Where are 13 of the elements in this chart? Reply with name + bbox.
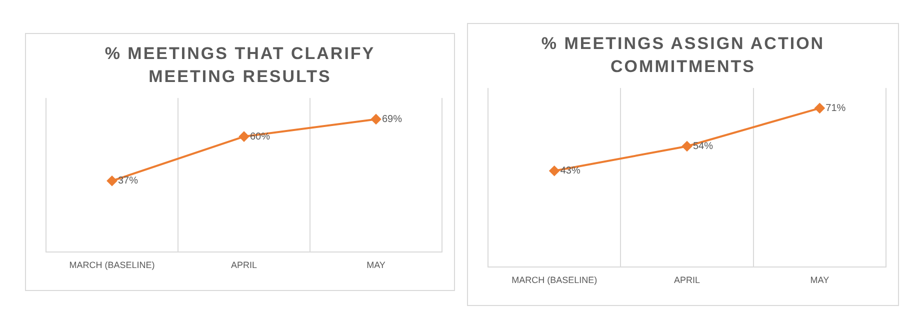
x-tick-label: MAY xyxy=(366,260,386,270)
chart-title: % MEETINGS THAT CLARIFY MEETING RESULTS xyxy=(104,43,376,88)
x-tick-label: APRIL xyxy=(230,260,258,270)
x-tick-label: MARCH (BASELINE) xyxy=(69,260,155,270)
data-label: 71% xyxy=(826,102,846,114)
data-label: 54% xyxy=(693,140,714,152)
chart-title: % MEETINGS ASSIGN ACTION COMMITMENTS xyxy=(540,33,826,78)
x-tick-label: APRIL xyxy=(674,275,700,286)
data-label: 69% xyxy=(382,114,402,125)
data-label: 37% xyxy=(118,176,138,187)
x-tick-label: MAY xyxy=(810,275,830,286)
x-tick-label: MARCH (BASELINE) xyxy=(512,275,598,286)
data-label: 43% xyxy=(560,166,580,177)
